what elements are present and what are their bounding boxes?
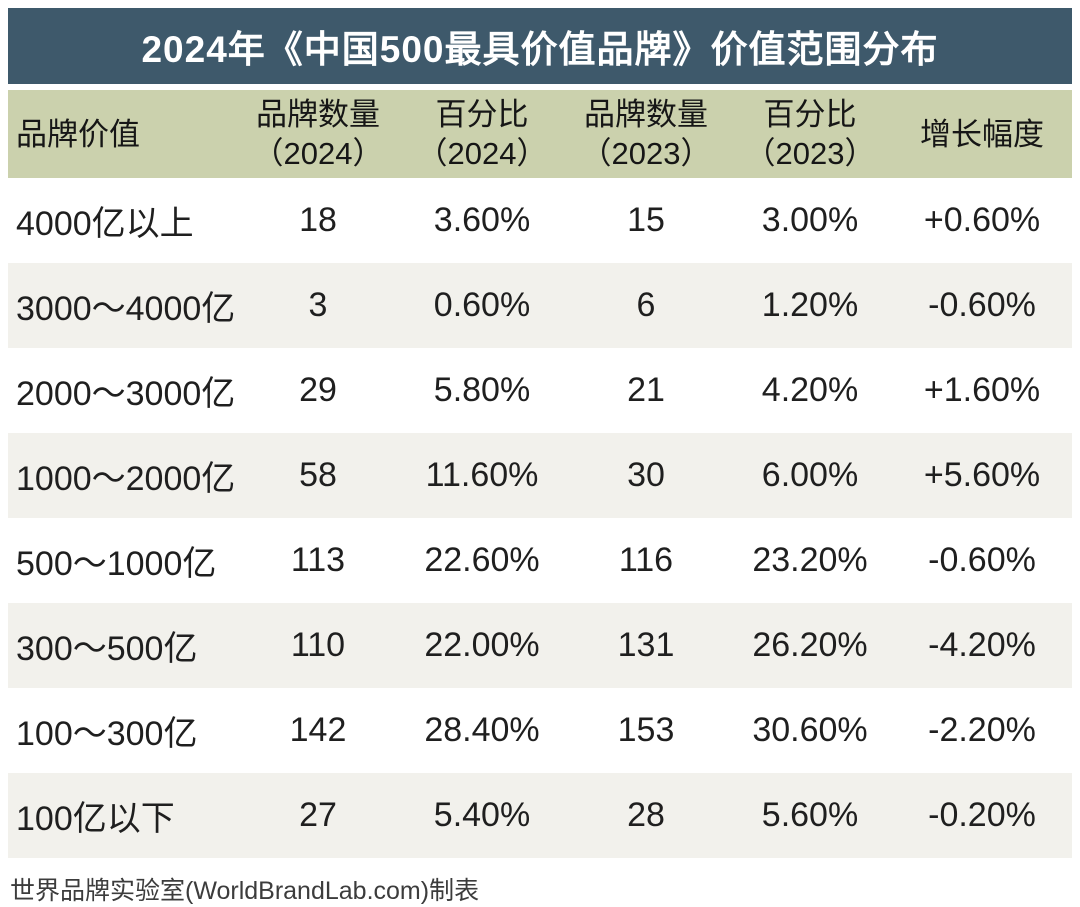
column-header-label: 百分比 [763,97,857,132]
cell-brand-value: 3000〜4000亿 [16,290,236,328]
column-header-percent-2023: 百分比 （2023） [728,90,892,178]
cell-growth: -0.20% [928,796,1036,834]
source-credit: 世界品牌实验室(WorldBrandLab.com)制表 [10,877,480,905]
table-row: 300〜500亿 110 22.00% 131 26.20% -4.20% [8,603,1072,688]
column-header-sublabel: （2024） [252,136,384,171]
cell-count-2024: 142 [289,711,347,749]
table-title: 2024年《中国500最具价值品牌》价值范围分布 [141,29,939,70]
cell-growth: -4.20% [928,626,1036,664]
column-header-label: 增长幅度 [920,116,1044,152]
cell-percent-2023: 4.20% [761,371,859,409]
table-row: 3000〜4000亿 3 0.60% 6 1.20% -0.60% [8,263,1072,348]
cell-percent-2023: 6.00% [761,456,859,494]
table-row: 100亿以下 27 5.40% 28 5.60% -0.20% [8,773,1072,858]
cell-brand-value: 4000亿以上 [16,205,194,243]
column-header-brand-value: 品牌价值 [8,90,236,178]
cell-percent-2023: 23.20% [752,541,868,579]
cell-brand-value: 2000〜3000亿 [16,375,236,413]
cell-growth: -2.20% [928,711,1036,749]
cell-brand-value: 1000〜2000亿 [16,460,236,498]
cell-count-2024: 29 [299,371,337,409]
table-row: 4000亿以上 18 3.60% 15 3.00% +0.60% [8,178,1072,263]
cell-growth: -0.60% [928,541,1036,579]
cell-growth: +0.60% [923,201,1041,239]
cell-count-2023: 116 [618,541,674,579]
table-row: 2000〜3000亿 29 5.80% 21 4.20% +1.60% [8,348,1072,433]
cell-count-2023: 30 [627,456,665,494]
cell-count-2024: 58 [299,456,337,494]
cell-percent-2024: 28.40% [424,711,540,749]
column-header-percent-2024: 百分比 （2024） [400,90,564,178]
column-header-label: 品牌数量 [256,97,380,132]
cell-growth: +1.60% [923,371,1041,409]
cell-brand-value: 100〜300亿 [16,715,198,753]
cell-percent-2024: 22.60% [424,541,540,579]
cell-percent-2023: 26.20% [752,626,868,664]
column-header-sublabel: （2023） [744,136,876,171]
table-row: 100〜300亿 142 28.40% 153 30.60% -2.20% [8,688,1072,773]
column-header-count-2024: 品牌数量 （2024） [236,90,400,178]
column-header-sublabel: （2024） [416,136,548,171]
cell-count-2024: 27 [299,796,337,834]
cell-percent-2024: 22.00% [424,626,540,664]
table-header-row: 品牌价值 品牌数量 （2024） 百分比 （2024） 品牌数量 （2023） … [8,90,1072,178]
cell-count-2024: 18 [299,201,337,239]
cell-brand-value: 300〜500亿 [16,630,198,668]
cell-count-2023: 21 [627,371,665,409]
table-row: 1000〜2000亿 58 11.60% 30 6.00% +5.60% [8,433,1072,518]
cell-percent-2024: 5.40% [433,796,531,834]
cell-count-2024: 110 [290,626,346,664]
table-row: 500〜1000亿 113 22.60% 116 23.20% -0.60% [8,518,1072,603]
cell-percent-2023: 30.60% [752,711,868,749]
cell-growth: +5.60% [923,456,1041,494]
cell-count-2024: 113 [290,541,346,579]
cell-count-2023: 153 [617,711,675,749]
cell-growth: -0.60% [928,286,1036,324]
column-header-label: 百分比 [435,97,529,132]
cell-count-2023: 28 [627,796,665,834]
column-header-growth: 增长幅度 [892,90,1072,178]
table-title-bar: 2024年《中国500最具价值品牌》价值范围分布 [8,8,1072,84]
cell-percent-2024: 11.60% [425,456,539,494]
cell-count-2023: 6 [636,286,656,324]
cell-percent-2024: 3.60% [433,201,531,239]
cell-percent-2023: 1.20% [761,286,859,324]
cell-brand-value: 100亿以下 [16,800,175,838]
cell-count-2023: 131 [617,626,675,664]
cell-brand-value: 500〜1000亿 [16,545,217,583]
cell-count-2023: 15 [627,201,665,239]
cell-percent-2023: 3.00% [761,201,859,239]
cell-count-2024: 3 [308,286,328,324]
cell-percent-2023: 5.60% [761,796,859,834]
column-header-sublabel: （2023） [580,136,712,171]
cell-percent-2024: 0.60% [433,286,531,324]
column-header-label: 品牌数量 [584,97,708,132]
column-header-label: 品牌价值 [16,116,140,152]
cell-percent-2024: 5.80% [433,371,531,409]
column-header-count-2023: 品牌数量 （2023） [564,90,728,178]
